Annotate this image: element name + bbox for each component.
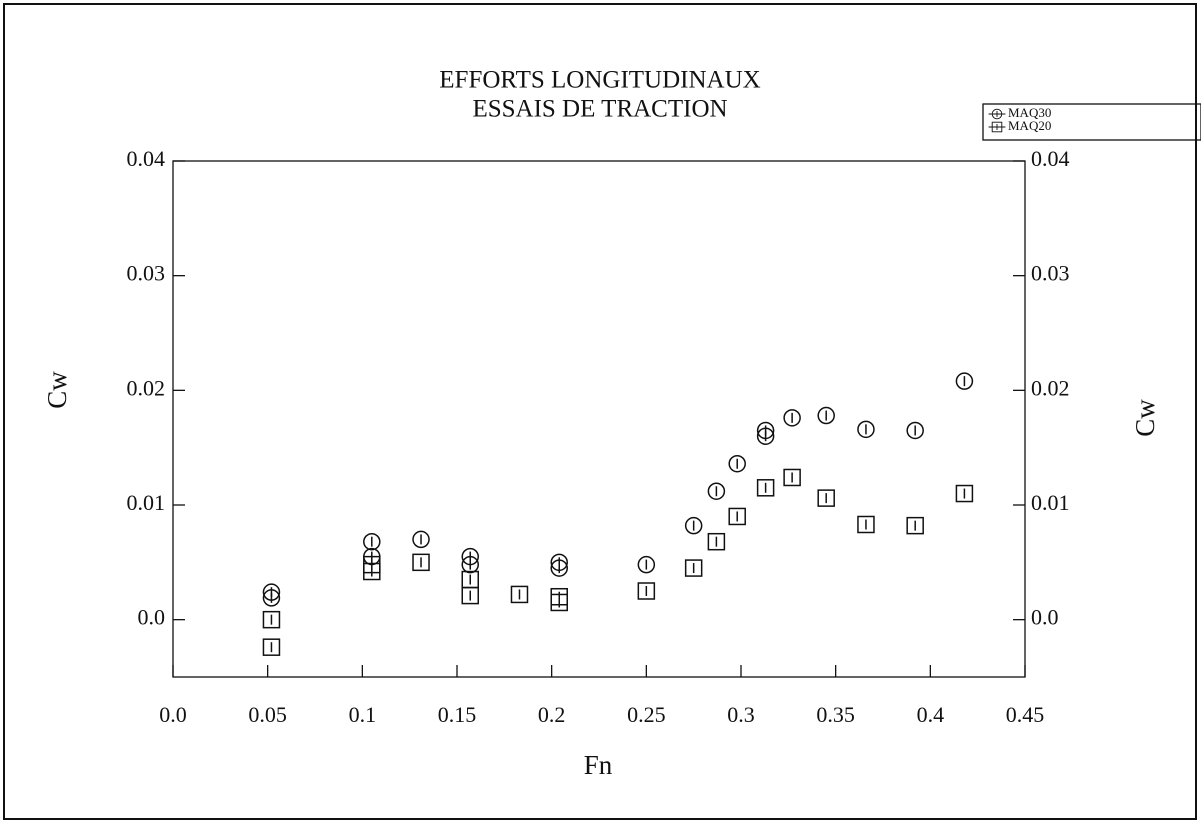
marker (817, 489, 835, 507)
x-tick-label: 0.2 (538, 702, 566, 727)
y-tick-label: 0.01 (127, 490, 166, 515)
marker-part (756, 479, 775, 497)
x-tick-label: 0.35 (816, 702, 855, 727)
marker (262, 638, 281, 656)
marker-part (955, 484, 974, 503)
marker (728, 454, 746, 473)
marker (988, 108, 1006, 120)
marker-part (461, 555, 480, 574)
marker (550, 593, 568, 612)
x-tick-label: 0.05 (248, 702, 287, 727)
x-tick-label: 0.45 (1006, 702, 1045, 727)
marker-part (783, 468, 801, 487)
legend-box (982, 103, 1201, 141)
marker (728, 507, 746, 526)
y2-tick-label: 0.02 (1031, 375, 1070, 400)
marker (262, 589, 281, 607)
marker (955, 484, 974, 503)
y2-tick-label: 0.03 (1031, 261, 1070, 286)
marker-part (550, 559, 568, 577)
marker (707, 482, 726, 500)
marker (684, 559, 703, 577)
plot-area (172, 160, 1026, 678)
marker (955, 372, 974, 390)
marker (906, 516, 924, 535)
marker-part (707, 482, 726, 500)
y2-tick-label: 0.01 (1031, 490, 1070, 515)
marker (906, 421, 924, 440)
frame (3, 3, 1197, 820)
x-tick-label: 0.25 (627, 702, 666, 727)
marker (756, 427, 775, 445)
marker-part (637, 582, 656, 600)
marker-part (707, 532, 726, 551)
marker (684, 516, 703, 535)
marker-part (906, 421, 924, 440)
marker-part (955, 372, 974, 390)
marker (510, 585, 529, 604)
marker (363, 562, 381, 581)
marker-part (906, 516, 924, 535)
marker-part (550, 593, 568, 612)
marker (857, 515, 875, 534)
x-tick-label: 0.1 (349, 702, 377, 727)
marker-part (857, 515, 875, 534)
marker-part (412, 553, 430, 572)
x-axis-label: Fn (584, 750, 613, 780)
chart-subtitle: ESSAIS DE TRACTION (472, 96, 727, 123)
marker-part (684, 516, 703, 535)
x-tick-label: 0.4 (917, 702, 945, 727)
x-tick-label: 0.15 (438, 702, 477, 727)
y-tick-label: 0.04 (127, 146, 166, 171)
marker-part (363, 562, 381, 581)
marker-part (412, 530, 430, 549)
marker (363, 532, 381, 551)
marker (637, 555, 656, 574)
marker-part (817, 406, 835, 425)
marker (817, 406, 835, 425)
y2-axis-label: Cw (1130, 399, 1160, 437)
marker-part (262, 638, 281, 656)
marker-part (363, 532, 381, 551)
y-tick-label: 0.03 (127, 261, 166, 286)
legend-label: MAQ20 (1008, 118, 1051, 133)
marker-part (728, 454, 746, 473)
x-tick-label: 0.0 (159, 702, 187, 727)
marker-part (817, 489, 835, 507)
chart-title: EFFORTS LONGITUDINAUX (439, 67, 760, 94)
marker (412, 553, 430, 572)
marker (550, 559, 568, 577)
y2-tick-label: 0.0 (1031, 605, 1059, 630)
marker-part (262, 589, 281, 607)
marker (783, 409, 801, 427)
marker (988, 121, 1006, 133)
marker-part (857, 420, 875, 439)
marker (783, 468, 801, 487)
marker-part (262, 610, 281, 629)
marker-part (510, 585, 529, 604)
marker-part (461, 586, 480, 605)
legend-label: MAQ30 (1008, 105, 1051, 120)
marker-part (783, 409, 801, 427)
y-axis-label: Cw (42, 371, 72, 409)
marker (412, 530, 430, 549)
marker (461, 570, 480, 589)
marker-part (684, 559, 703, 577)
marker (857, 420, 875, 439)
marker (461, 555, 480, 574)
marker-part (728, 507, 746, 526)
x-tick-label: 0.3 (727, 702, 755, 727)
marker (262, 610, 281, 629)
marker (756, 479, 775, 497)
y-tick-label: 0.02 (127, 375, 166, 400)
y2-tick-label: 0.04 (1031, 146, 1070, 171)
marker (461, 586, 480, 605)
marker (707, 532, 726, 551)
marker-part (756, 427, 775, 445)
marker-part (637, 555, 656, 574)
y-tick-label: 0.0 (138, 605, 166, 630)
marker (637, 582, 656, 600)
